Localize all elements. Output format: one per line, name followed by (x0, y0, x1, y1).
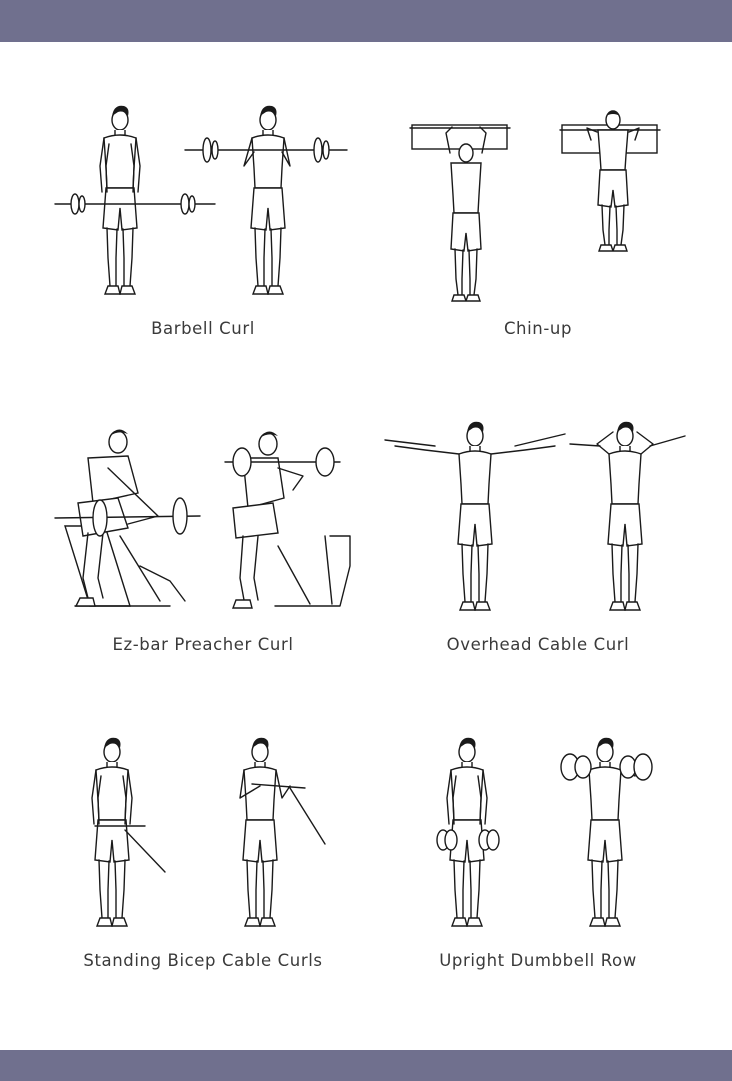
exercise-card-standing-bicep-cable-curls: Standing Bicep Cable Curls (20, 732, 386, 982)
barbell-curl-illustration (54, 105, 348, 295)
exercise-card-chin-up: Chin-up (355, 100, 721, 350)
exercise-caption: Upright Dumbbell Row (439, 951, 637, 970)
chin-up-illustration (409, 110, 661, 302)
exercise-caption: Ez-bar Preacher Curl (112, 635, 294, 654)
footer-band (0, 1050, 732, 1081)
header-band (0, 0, 732, 42)
exercise-caption: Overhead Cable Curl (446, 635, 630, 654)
exercise-caption: Standing Bicep Cable Curls (83, 951, 323, 970)
exercise-caption: Chin-up (503, 319, 573, 338)
exercise-card-upright-dumbbell-row: Upright Dumbbell Row (355, 732, 721, 982)
standing-bicep-cable-curls-illustration (91, 737, 326, 927)
ez-bar-preacher-curl-illustration (54, 429, 351, 609)
overhead-cable-curl-illustration (384, 421, 686, 611)
upright-dumbbell-row-illustration (436, 737, 653, 927)
exercise-card-overhead-cable-curl: Overhead Cable Curl (355, 416, 721, 666)
exercise-card-ez-bar-preacher-curl: Ez-bar Preacher Curl (20, 416, 386, 666)
exercise-caption: Barbell Curl (151, 319, 255, 338)
exercise-card-barbell-curl: Barbell Curl (20, 100, 386, 350)
